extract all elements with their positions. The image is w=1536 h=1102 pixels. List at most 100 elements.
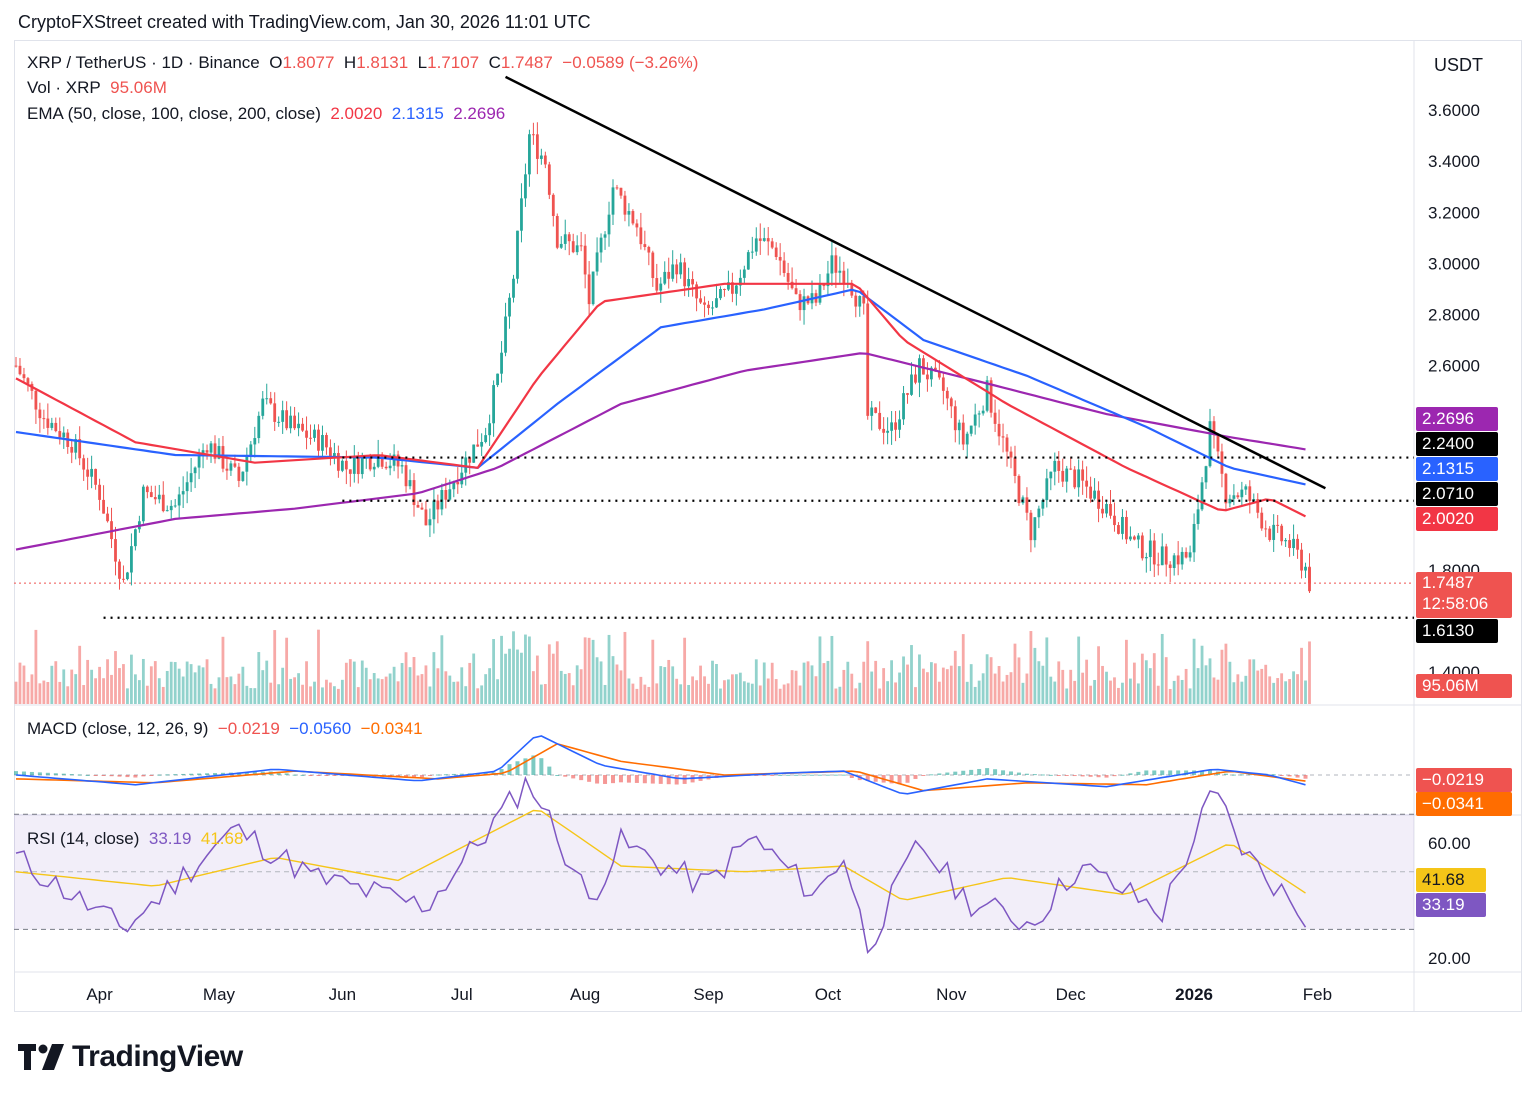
volume-bar bbox=[98, 666, 101, 704]
macd-histogram-bar bbox=[825, 774, 830, 776]
tradingview-logo-icon bbox=[18, 1044, 64, 1070]
support-resistance-levels bbox=[14, 456, 1414, 619]
candle-body bbox=[161, 494, 165, 512]
macd-histogram-bar bbox=[419, 775, 424, 778]
volume-bar bbox=[30, 674, 34, 704]
candle-body bbox=[1260, 512, 1264, 529]
volume-bar bbox=[18, 662, 22, 704]
candle-body bbox=[480, 441, 484, 447]
volume-bar bbox=[846, 661, 850, 704]
volume-bar bbox=[400, 663, 404, 704]
volume-bar bbox=[392, 666, 396, 704]
volume-bar bbox=[1029, 631, 1033, 704]
macd-histogram-bar bbox=[833, 774, 838, 776]
macd-histogram-bar bbox=[1295, 775, 1300, 778]
macd-histogram-bar bbox=[45, 772, 50, 775]
volume-bar bbox=[667, 659, 671, 704]
candle-body bbox=[500, 352, 503, 374]
volume-bar bbox=[376, 678, 380, 704]
candle-body bbox=[918, 358, 921, 383]
macd-histogram-bar bbox=[642, 775, 647, 784]
candle-body bbox=[384, 466, 388, 469]
macd-histogram-bar bbox=[563, 775, 568, 777]
legend-h-label: H bbox=[343, 53, 357, 72]
legend-l-label: L bbox=[417, 53, 428, 72]
candle-body bbox=[635, 223, 639, 228]
volume-bar bbox=[301, 684, 304, 704]
macd-histogram-bar bbox=[1168, 770, 1173, 775]
macd-histogram-bar bbox=[165, 774, 170, 776]
candle-body bbox=[484, 435, 488, 442]
macd-histogram-bar bbox=[1128, 773, 1133, 775]
volume-bar bbox=[858, 682, 862, 704]
candle-body bbox=[754, 238, 758, 252]
volume-bar bbox=[137, 680, 141, 704]
tradingview-logo[interactable]: TradingView bbox=[18, 1040, 243, 1074]
candle-body bbox=[687, 279, 691, 287]
candle-body bbox=[1009, 451, 1013, 458]
volume-bar bbox=[126, 688, 129, 704]
time-tick-label: Feb bbox=[1303, 985, 1332, 1004]
candle-body bbox=[329, 447, 332, 457]
candle-body bbox=[1089, 486, 1092, 499]
volume-bar bbox=[269, 682, 273, 704]
volume-bar bbox=[555, 641, 559, 704]
candle-body bbox=[74, 439, 78, 453]
volume-bar bbox=[842, 669, 846, 704]
legend-low: 1.7107 bbox=[427, 53, 480, 72]
legend-close: 1.7487 bbox=[500, 53, 553, 72]
volume-bar bbox=[575, 665, 579, 704]
candle-body bbox=[782, 260, 786, 273]
volume-bar bbox=[14, 681, 18, 704]
volume-bar bbox=[1125, 639, 1128, 704]
candle-body bbox=[922, 358, 925, 375]
volume-bar bbox=[74, 674, 78, 704]
candle-body bbox=[157, 494, 161, 500]
macd-histogram-bar bbox=[1064, 775, 1069, 776]
candle-body bbox=[1105, 503, 1108, 514]
candle-body bbox=[1212, 421, 1216, 435]
candle-body bbox=[607, 214, 611, 235]
volume-bar bbox=[173, 662, 177, 704]
candle-body bbox=[894, 422, 897, 430]
candle-body bbox=[583, 245, 587, 275]
grid-lines bbox=[14, 40, 1522, 1012]
candle-body bbox=[703, 302, 706, 305]
volume-bar bbox=[571, 685, 575, 704]
volume-bar bbox=[1180, 679, 1184, 704]
volume-bar bbox=[663, 667, 667, 704]
volume-bar bbox=[1300, 647, 1303, 704]
volume-bar bbox=[583, 637, 587, 704]
volume-bar bbox=[890, 660, 893, 704]
candle-body bbox=[738, 277, 742, 286]
legend-ema-label: EMA (50, close, 100, close, 200, close) bbox=[27, 104, 321, 123]
axis-currency[interactable]: USDT bbox=[1434, 55, 1483, 75]
volume-bar bbox=[870, 671, 874, 704]
candle-body bbox=[1232, 495, 1236, 499]
volume-bar bbox=[981, 673, 985, 704]
macd-histogram-bar bbox=[443, 774, 448, 776]
volume-bar bbox=[432, 652, 436, 704]
volume-bar bbox=[715, 664, 718, 704]
macd-histogram-bar bbox=[435, 774, 440, 776]
macd-histogram-bar bbox=[1200, 770, 1205, 775]
candle-body bbox=[1176, 555, 1180, 565]
rsi-ma-tag: 41.68 bbox=[1416, 868, 1486, 892]
volume-bar bbox=[448, 675, 452, 704]
volume-bar bbox=[810, 665, 814, 704]
volume-bar bbox=[305, 661, 308, 704]
candle-body bbox=[512, 278, 515, 298]
volume-bar bbox=[408, 667, 412, 704]
candle-body bbox=[802, 296, 806, 311]
candle-body bbox=[619, 187, 623, 196]
volume-bar bbox=[977, 680, 981, 704]
volume-bar bbox=[229, 676, 233, 704]
candle-body bbox=[870, 407, 874, 416]
candle-body bbox=[1001, 436, 1005, 438]
candle-body bbox=[627, 211, 631, 215]
volume-bar bbox=[1256, 670, 1260, 704]
candle-body bbox=[838, 270, 842, 273]
candle-body bbox=[973, 414, 977, 426]
macd-histogram-bar bbox=[666, 775, 671, 785]
